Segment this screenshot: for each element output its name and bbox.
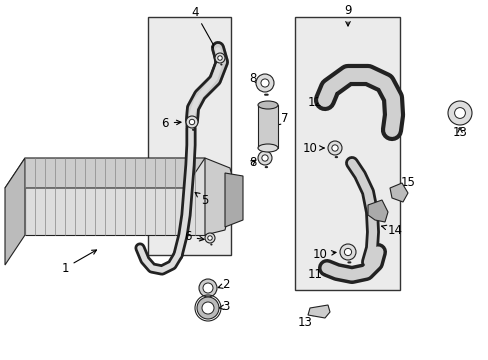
Text: 15: 15	[398, 176, 415, 192]
Circle shape	[189, 119, 194, 125]
Polygon shape	[224, 173, 243, 227]
Polygon shape	[389, 183, 407, 202]
Text: 8: 8	[249, 72, 260, 85]
Circle shape	[344, 248, 351, 256]
Ellipse shape	[258, 144, 278, 152]
Polygon shape	[204, 158, 235, 235]
Text: 1: 1	[61, 250, 96, 275]
Text: 5: 5	[195, 193, 208, 207]
Bar	[148, 17, 230, 255]
Circle shape	[197, 297, 219, 319]
Circle shape	[447, 101, 471, 125]
Circle shape	[261, 79, 268, 87]
Bar	[294, 17, 399, 290]
Circle shape	[215, 53, 224, 63]
Text: 8: 8	[249, 156, 256, 168]
Circle shape	[339, 244, 355, 260]
Polygon shape	[5, 158, 204, 188]
Circle shape	[185, 116, 198, 128]
Text: 11: 11	[307, 267, 328, 280]
Text: 14: 14	[381, 224, 402, 237]
Circle shape	[261, 155, 267, 161]
Text: 13: 13	[297, 310, 314, 328]
Polygon shape	[25, 158, 204, 235]
Text: 10: 10	[302, 141, 324, 154]
Text: 4: 4	[191, 5, 216, 49]
Text: 6: 6	[161, 117, 181, 130]
Circle shape	[256, 74, 273, 92]
Circle shape	[331, 145, 338, 151]
Circle shape	[203, 283, 213, 293]
Bar	[258, 105, 278, 148]
Text: 10: 10	[312, 248, 335, 261]
Text: 2: 2	[218, 279, 229, 292]
Circle shape	[207, 236, 212, 240]
Polygon shape	[307, 305, 329, 318]
Text: 12: 12	[307, 92, 336, 108]
Polygon shape	[5, 158, 25, 265]
Text: 13: 13	[451, 126, 467, 139]
Circle shape	[202, 302, 214, 314]
Circle shape	[454, 108, 465, 118]
Circle shape	[217, 56, 222, 60]
Circle shape	[258, 151, 271, 165]
Text: 3: 3	[219, 301, 229, 314]
Text: 9: 9	[344, 4, 351, 26]
Text: 6: 6	[184, 230, 203, 243]
Circle shape	[199, 279, 217, 297]
Ellipse shape	[258, 101, 278, 109]
Circle shape	[204, 233, 215, 243]
Circle shape	[327, 141, 341, 155]
Text: 7: 7	[275, 112, 288, 125]
Polygon shape	[367, 200, 387, 222]
